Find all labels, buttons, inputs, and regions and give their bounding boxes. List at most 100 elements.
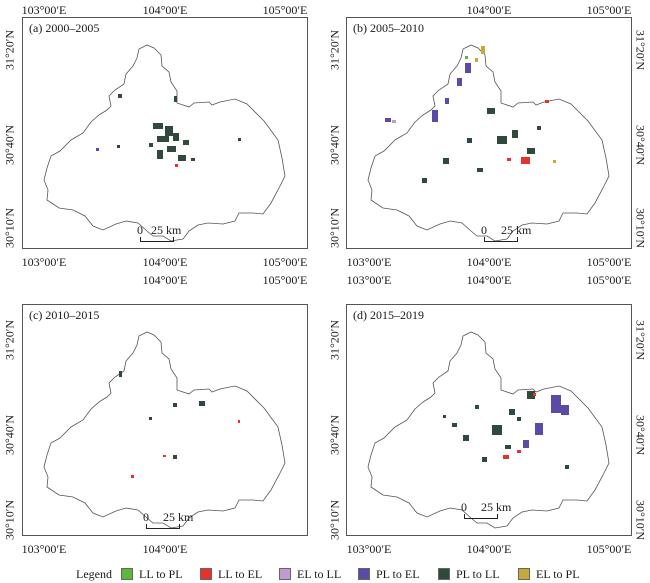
change-patches [385, 63, 471, 122]
right-axis-label: 31°20′N [633, 29, 648, 71]
legend-label: PL to LL [456, 567, 500, 581]
map-canvas [43, 331, 286, 529]
left-axis-label: 30°10′N [2, 499, 17, 541]
legend-item: PL to EL [358, 567, 420, 582]
legend-swatch [200, 568, 212, 580]
bottom-axis-label: 103°00′E [346, 542, 392, 556]
bottom-axis-label: 105°00′E [586, 255, 632, 269]
bottom-axis-label: 103°00′E [346, 255, 392, 269]
top-axis-label: 104°00′E [466, 3, 512, 17]
legend-label: EL to PL [536, 567, 580, 581]
scale-zero: 0 [143, 510, 149, 524]
map-canvas [43, 44, 286, 242]
top-axis-label: 104°00′E [466, 273, 512, 287]
bottom-axis-label: 104°00′E [142, 542, 188, 556]
top-axis-label: 104°00′E [142, 273, 188, 287]
legend-swatch [438, 568, 450, 580]
left-axis-label: 31°20′N [2, 319, 17, 361]
top-axis-label: 105°00′E [262, 273, 308, 287]
bottom-axis-label: 103°00′E [21, 255, 67, 269]
map-canvas [367, 44, 610, 242]
legend-label: PL to EL [376, 567, 420, 581]
bottom-axis-label: 104°00′E [466, 542, 512, 556]
change-patches [507, 100, 549, 164]
change-patches [465, 56, 468, 59]
left-axis-label: 30°40′N [2, 124, 17, 166]
bottom-axis-label: 104°00′E [142, 255, 188, 269]
top-axis-label: 104°00′E [142, 3, 188, 17]
bottom-axis-label: 105°00′E [586, 542, 632, 556]
change-patches [117, 94, 241, 161]
bottom-axis-label: 103°00′E [21, 542, 67, 556]
right-axis-label: 30°10′N [633, 207, 648, 249]
scale-line [146, 524, 180, 529]
panel-title: (d) 2015–2019 [353, 308, 424, 322]
scale-zero: 0 [461, 500, 467, 514]
map-frame: (c) 2010–2015 0 25 km [22, 304, 308, 536]
right-axis-label: 31°20′N [633, 319, 648, 361]
left-axis-label: 30°40′N [327, 414, 342, 456]
legend-label: EL to LL [297, 567, 342, 581]
top-axis-label: 103°00′E [346, 273, 392, 287]
map-frame: (d) 2015–2019 0 25 km [346, 304, 632, 536]
change-patches [175, 164, 178, 167]
left-axis-label: 30°10′N [327, 499, 342, 541]
right-axis-label: 30°40′N [633, 124, 648, 166]
change-patches [392, 120, 396, 123]
change-patches [475, 46, 556, 163]
left-axis-label: 31°20′N [327, 29, 342, 71]
bottom-axis-label: 104°00′E [466, 255, 512, 269]
legend-item: PL to LL [438, 567, 500, 582]
legend-label: LL to EL [218, 567, 263, 581]
legend: Legend LL to PL LL to EL EL to LL PL to … [0, 566, 650, 583]
left-axis-label: 31°20′N [2, 29, 17, 71]
change-patches [503, 393, 536, 459]
top-axis-label: 105°00′E [262, 3, 308, 17]
map-canvas [367, 331, 610, 529]
right-axis-label: 30°40′N [633, 414, 648, 456]
scale-line [464, 514, 498, 519]
left-axis-label: 30°10′N [2, 207, 17, 249]
legend-item: LL to EL [200, 567, 262, 582]
legend-swatch [518, 568, 530, 580]
top-axis-label: 103°00′E [21, 3, 67, 17]
left-axis-label: 30°40′N [327, 124, 342, 166]
change-patches [443, 391, 569, 469]
top-axis-label: 105°00′E [586, 273, 632, 287]
map-frame: (b) 2005–2010 0 25 km [346, 17, 632, 249]
legend-title: Legend [76, 567, 112, 581]
legend-swatch [279, 568, 291, 580]
legend-item: LL to PL [121, 567, 183, 582]
legend-item: EL to LL [279, 567, 341, 582]
left-axis-label: 30°40′N [2, 414, 17, 456]
map-frame: (a) 2000–2005 0 25 km [22, 17, 308, 249]
change-patches [119, 371, 205, 459]
region-boundary [367, 331, 610, 529]
scale-distance: 25 km [481, 500, 512, 514]
bottom-axis-label: 105°00′E [262, 255, 308, 269]
change-patches [523, 395, 569, 448]
scale-bar: 0 25 km [461, 500, 521, 519]
scale-zero: 0 [137, 223, 143, 237]
scale-bar: 0 25 km [143, 510, 203, 529]
panel-title: (c) 2010–2015 [29, 308, 100, 322]
legend-item: EL to PL [518, 567, 580, 582]
legend-label: LL to PL [139, 567, 183, 581]
region-boundary [367, 44, 610, 242]
change-patches [422, 108, 541, 183]
right-axis-label: 30°10′N [633, 499, 648, 541]
change-patches [131, 420, 240, 478]
legend-swatch [358, 568, 370, 580]
panel-title: (b) 2005–2010 [353, 21, 424, 35]
scale-zero: 0 [481, 223, 487, 237]
scale-line [484, 237, 518, 242]
region-boundary [43, 331, 286, 529]
region-boundary [43, 44, 286, 242]
change-patches [96, 148, 99, 151]
legend-swatch [121, 568, 133, 580]
scale-line [140, 237, 174, 242]
left-axis-label: 31°20′N [327, 319, 342, 361]
scale-distance: 25 km [501, 223, 532, 237]
left-axis-label: 30°10′N [327, 207, 342, 249]
top-axis-label: 105°00′E [586, 3, 632, 17]
